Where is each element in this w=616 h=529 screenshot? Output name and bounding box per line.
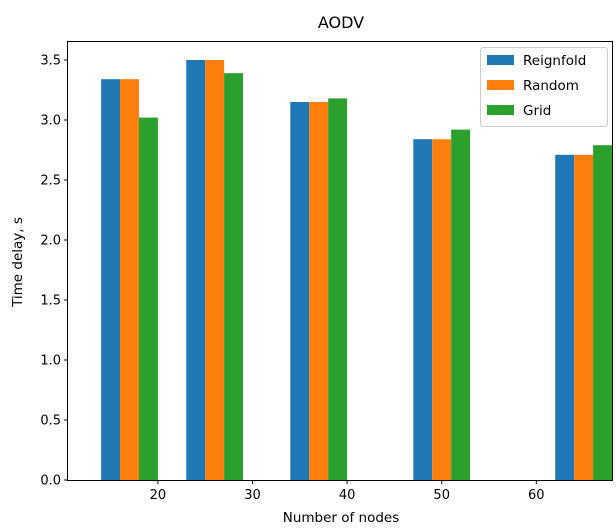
bar-grid-1 bbox=[224, 73, 244, 480]
bar-grid-3 bbox=[451, 129, 471, 480]
x-tick-label: 60 bbox=[528, 488, 545, 503]
y-axis-title: Time delay, s bbox=[10, 217, 26, 308]
legend-label-grid: Grid bbox=[523, 103, 551, 119]
bar-random-0 bbox=[120, 79, 139, 480]
y-tick-label: 1.5 bbox=[40, 294, 61, 309]
bar-reignfold-2 bbox=[290, 102, 310, 480]
bar-grid-4 bbox=[593, 145, 612, 480]
y-tick-label: 3.5 bbox=[40, 54, 61, 69]
legend-label-reignfold: Reignfold bbox=[523, 53, 586, 69]
legend-label-random: Random bbox=[523, 78, 579, 94]
x-tick-label: 20 bbox=[150, 488, 167, 503]
bars-group bbox=[101, 60, 612, 481]
y-axis: 0.0 0.5 1.0 1.5 2.0 2.5 3.0 3.5 bbox=[40, 54, 68, 489]
legend: Reignfold Random Grid bbox=[480, 47, 608, 127]
plot-frame bbox=[67, 41, 613, 481]
bar-random-4 bbox=[574, 154, 594, 481]
y-tick-label: 3.0 bbox=[40, 114, 61, 129]
bar-reignfold-3 bbox=[413, 139, 433, 480]
bar-random-1 bbox=[205, 60, 225, 480]
x-tick-label: 40 bbox=[339, 488, 356, 503]
chart-title: AODV bbox=[318, 13, 364, 32]
bar-grid-0 bbox=[138, 117, 158, 480]
y-tick-label: 0.0 bbox=[40, 474, 61, 489]
y-tick-label: 0.5 bbox=[40, 414, 61, 429]
y-tick-label: 2.5 bbox=[40, 174, 61, 189]
x-axis-title: Number of nodes bbox=[283, 510, 400, 526]
legend-swatch-random bbox=[487, 80, 514, 90]
bar-grid-2 bbox=[328, 98, 348, 481]
bar-reignfold-0 bbox=[101, 79, 121, 480]
x-tick-label: 30 bbox=[244, 488, 261, 503]
y-tick-label: 2.0 bbox=[40, 234, 61, 249]
bar-reignfold-4 bbox=[555, 154, 575, 481]
bar-random-2 bbox=[309, 102, 329, 480]
bar-reignfold-1 bbox=[186, 60, 206, 480]
bar-random-3 bbox=[432, 139, 452, 480]
legend-swatch-reignfold bbox=[487, 55, 514, 65]
y-tick-label: 1.0 bbox=[40, 354, 61, 369]
x-axis: 20 30 40 50 60 bbox=[150, 480, 545, 503]
legend-swatch-grid bbox=[487, 105, 514, 115]
x-tick-label: 50 bbox=[433, 488, 450, 503]
